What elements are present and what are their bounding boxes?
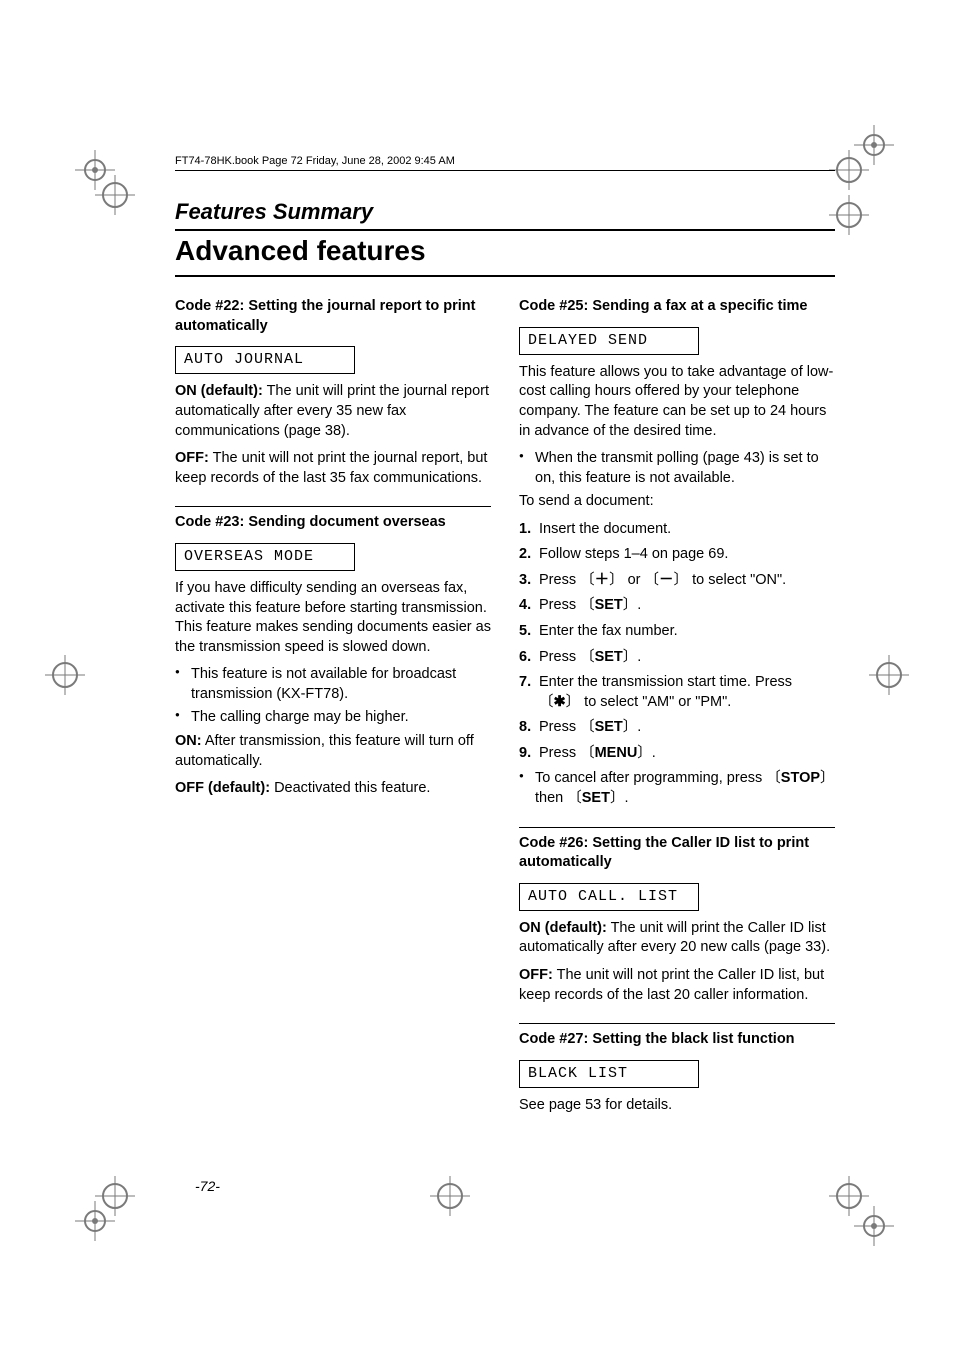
- step-4: 4. Press SET.: [519, 596, 835, 616]
- step-text: Follow steps 1–4 on page 69.: [539, 546, 728, 562]
- column-right: Code #25: Sending a fax at a specific ti…: [519, 297, 835, 1124]
- off-label: OFF:: [175, 450, 209, 466]
- minus-key-icon: －: [645, 572, 689, 588]
- code23-on: ON: After transmission, this feature wil…: [175, 732, 491, 771]
- menu-key-icon: MENU: [580, 745, 652, 761]
- running-head-text: FT74-78HK.book Page 72 Friday, June 28, …: [175, 155, 455, 167]
- step-text: Enter the fax number.: [539, 623, 678, 639]
- code22-off: OFF: The unit will not print the journal…: [175, 449, 491, 488]
- step-text: .: [637, 597, 641, 613]
- cancel-text: .: [624, 790, 628, 806]
- regmark-icon: [95, 1176, 135, 1216]
- step-text: .: [637, 719, 641, 735]
- list-item: To cancel after programming, press STOP …: [519, 769, 835, 808]
- step-text: Press: [539, 572, 580, 588]
- code27-lcd: BLACK LIST: [519, 1060, 699, 1088]
- page-content: FT74-78HK.book Page 72 Friday, June 28, …: [175, 155, 835, 1124]
- running-head: FT74-78HK.book Page 72 Friday, June 28, …: [175, 155, 835, 171]
- on-label: ON:: [175, 733, 202, 749]
- set-key-icon: SET: [580, 719, 637, 735]
- on-text: After transmission, this feature will tu…: [175, 733, 474, 769]
- code22-on: ON (default): The unit will print the jo…: [175, 382, 491, 441]
- step-text: Insert the document.: [539, 521, 671, 537]
- regmark-icon: [45, 655, 85, 695]
- code25-steps: 1.Insert the document. 2.Follow steps 1–…: [519, 520, 835, 764]
- list-item: This feature is not available for broadc…: [175, 665, 491, 704]
- step-7: 7. Enter the transmission start time. Pr…: [519, 673, 835, 712]
- set-key-icon: SET: [567, 790, 624, 806]
- off-text: The unit will not print the journal repo…: [175, 450, 487, 486]
- regmark-icon: [854, 1206, 894, 1246]
- code23-intro: If you have difficulty sending an overse…: [175, 579, 491, 657]
- code25-intro: This feature allows you to take advantag…: [519, 363, 835, 441]
- code27-heading: Code #27: Setting the black list functio…: [519, 1023, 835, 1050]
- step-9: 9. Press MENU.: [519, 744, 835, 764]
- off-label: OFF (default):: [175, 780, 270, 796]
- step-2: 2.Follow steps 1–4 on page 69.: [519, 545, 835, 565]
- step-text: to select "AM" or "PM".: [580, 694, 731, 710]
- step-text: .: [637, 649, 641, 665]
- code26-off: OFF: The unit will not print the Caller …: [519, 966, 835, 1005]
- off-text: Deactivated this feature.: [270, 780, 430, 796]
- code27-text: See page 53 for details.: [519, 1096, 835, 1116]
- code25-lead: To send a document:: [519, 492, 835, 512]
- step-text: Press: [539, 597, 580, 613]
- step-text: .: [652, 745, 656, 761]
- set-key-icon: SET: [580, 597, 637, 613]
- code23-bullets: This feature is not available for broadc…: [175, 665, 491, 728]
- step-text: Press: [539, 649, 580, 665]
- on-label: ON (default):: [175, 383, 263, 399]
- off-text: The unit will not print the Caller ID li…: [519, 967, 824, 1003]
- page-title: Advanced features: [175, 235, 835, 277]
- star-key-icon: ✱: [539, 694, 580, 710]
- set-key-icon: SET: [580, 649, 637, 665]
- section-title: Features Summary: [175, 199, 835, 231]
- code25-heading: Code #25: Sending a fax at a specific ti…: [519, 297, 835, 317]
- step-text: Press: [539, 745, 580, 761]
- regmark-icon: [95, 175, 135, 215]
- stop-key-icon: STOP: [766, 770, 834, 786]
- code23-lcd: OVERSEAS MODE: [175, 543, 355, 571]
- regmark-icon: [869, 655, 909, 695]
- regmark-icon: [430, 1176, 470, 1216]
- step-3: 3. Press ＋ or － to select "ON".: [519, 571, 835, 591]
- off-label: OFF:: [519, 967, 553, 983]
- code22-heading: Code #22: Setting the journal report to …: [175, 297, 491, 336]
- plus-key-icon: ＋: [580, 572, 624, 588]
- code25-note: When the transmit polling (page 43) is s…: [519, 449, 835, 488]
- step-1: 1.Insert the document.: [519, 520, 835, 540]
- cancel-text: then: [535, 790, 567, 806]
- list-item: The calling charge may be higher.: [175, 708, 491, 728]
- code23-heading: Code #23: Sending document overseas: [175, 506, 491, 533]
- regmark-icon: [829, 195, 869, 235]
- code26-on: ON (default): The unit will print the Ca…: [519, 919, 835, 958]
- column-left: Code #22: Setting the journal report to …: [175, 297, 491, 1124]
- page-number: -72-: [195, 1178, 220, 1194]
- step-text: Enter the transmission start time. Press: [539, 674, 792, 690]
- regmark-icon: [829, 150, 869, 190]
- step-6: 6. Press SET.: [519, 648, 835, 668]
- step-text: to select "ON".: [688, 572, 786, 588]
- step-text: or: [624, 572, 645, 588]
- list-item: When the transmit polling (page 43) is s…: [519, 449, 835, 488]
- cancel-text: To cancel after programming, press: [535, 770, 766, 786]
- code26-lcd: AUTO CALL. LIST: [519, 883, 699, 911]
- code23-off: OFF (default): Deactivated this feature.: [175, 779, 491, 799]
- code26-heading: Code #26: Setting the Caller ID list to …: [519, 827, 835, 873]
- step-8: 8. Press SET.: [519, 718, 835, 738]
- step-5: 5.Enter the fax number.: [519, 622, 835, 642]
- code22-lcd: AUTO JOURNAL: [175, 346, 355, 374]
- code25-cancel: To cancel after programming, press STOP …: [519, 769, 835, 808]
- step-text: Press: [539, 719, 580, 735]
- code25-lcd: DELAYED SEND: [519, 327, 699, 355]
- on-label: ON (default):: [519, 920, 607, 936]
